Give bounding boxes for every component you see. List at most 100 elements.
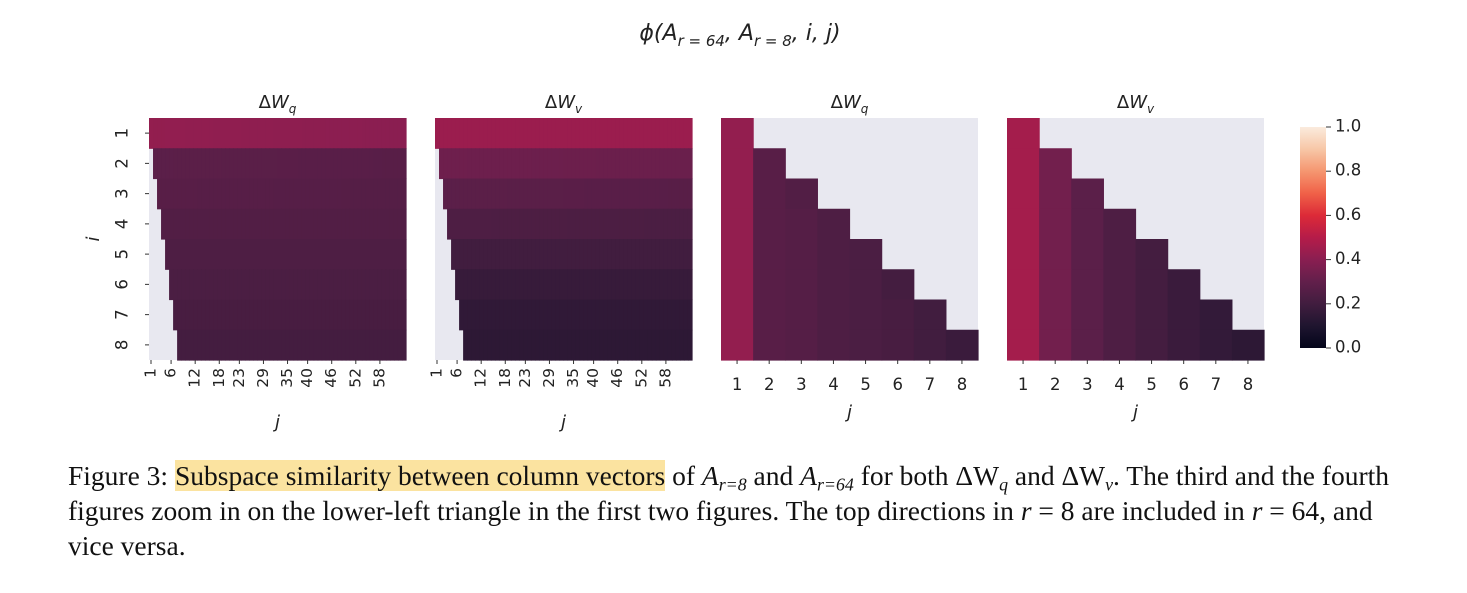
figure-caption: Figure 3: Subspace similarity between co… bbox=[68, 460, 1390, 561]
heatmap-cell bbox=[881, 269, 915, 301]
heatmap-cell bbox=[273, 148, 279, 180]
x-tick-label: 6 bbox=[162, 368, 180, 378]
heatmap-cell bbox=[447, 148, 452, 180]
heatmap-cell bbox=[333, 118, 339, 149]
heatmap-cell bbox=[305, 269, 311, 301]
x-tick-label: 4 bbox=[1114, 375, 1125, 394]
heatmap-cell bbox=[365, 118, 371, 149]
heatmap-cell bbox=[1167, 329, 1201, 361]
heatmap-cell bbox=[249, 118, 255, 149]
heatmap-cell bbox=[289, 178, 295, 210]
heatmap-cell bbox=[531, 269, 536, 301]
heatmap-cell bbox=[523, 148, 528, 180]
heatmap-cell bbox=[599, 148, 605, 180]
caption-highlight: Subspace similarity between column vecto… bbox=[174, 460, 666, 491]
heatmap-cell bbox=[325, 148, 331, 180]
heatmap-cell bbox=[503, 269, 508, 301]
heatmap-cell bbox=[463, 329, 468, 361]
heatmap-cell bbox=[479, 239, 484, 270]
heatmap-cell bbox=[333, 329, 339, 361]
heatmap-cell bbox=[603, 299, 609, 331]
heatmap-cell bbox=[385, 239, 391, 270]
heatmap-cell bbox=[169, 208, 174, 240]
heatmap-cell bbox=[495, 329, 500, 361]
heatmap-cell bbox=[321, 269, 327, 301]
heatmap-cell bbox=[1231, 329, 1265, 361]
heatmap-cell bbox=[495, 269, 500, 301]
heatmap-cell bbox=[555, 299, 561, 331]
heatmap-cell bbox=[365, 178, 371, 210]
heatmap-cell bbox=[579, 269, 585, 301]
heatmap-cell bbox=[197, 239, 202, 270]
heatmap-cell bbox=[1135, 269, 1169, 301]
heatmap-cell bbox=[495, 148, 500, 180]
heatmap-cell bbox=[721, 329, 754, 361]
heatmap-cell bbox=[603, 118, 609, 149]
heatmap-cell bbox=[309, 269, 315, 301]
heatmap-cell bbox=[177, 178, 182, 210]
heatmap-cell bbox=[631, 299, 637, 331]
heatmap-cell bbox=[165, 239, 170, 270]
x-tick-label: 18 bbox=[210, 368, 228, 388]
heatmap-cell bbox=[539, 299, 545, 331]
heatmap-cell bbox=[313, 118, 319, 149]
heatmap-cell bbox=[385, 329, 391, 361]
heatmap-cell bbox=[551, 269, 557, 301]
heatmap-cell bbox=[201, 329, 206, 361]
heatmap-cell bbox=[325, 299, 331, 331]
heatmap-cell bbox=[675, 329, 681, 361]
heatmap-cell bbox=[471, 299, 476, 331]
heatmap-cell bbox=[467, 148, 472, 180]
heatmap-cell bbox=[523, 239, 528, 270]
heatmap-cell bbox=[285, 299, 291, 331]
heatmap-cell bbox=[627, 208, 633, 240]
heatmap-cell bbox=[313, 299, 319, 331]
heatmap-cell bbox=[721, 178, 754, 210]
heatmap-cell bbox=[1071, 299, 1104, 331]
heatmap-cell bbox=[281, 299, 287, 331]
heatmap-cell bbox=[397, 329, 403, 361]
heatmap-cell bbox=[269, 178, 275, 210]
heatmap-cell bbox=[675, 118, 681, 149]
heatmap-cell bbox=[193, 118, 198, 149]
heatmap-cell bbox=[555, 208, 561, 240]
heatmap-cell bbox=[381, 329, 387, 361]
heatmap-cell bbox=[479, 118, 484, 149]
heatmap-cell bbox=[173, 178, 178, 210]
heatmap-cell bbox=[463, 178, 468, 210]
heatmap-cell bbox=[511, 299, 516, 331]
heatmap-cell bbox=[241, 208, 246, 240]
heatmap-cell bbox=[289, 269, 295, 301]
heatmap-cell bbox=[229, 329, 234, 361]
heatmap-cell bbox=[393, 178, 399, 210]
heatmap-cell bbox=[623, 269, 629, 301]
x-tick-label: 58 bbox=[370, 368, 388, 388]
heatmap-cell bbox=[373, 299, 379, 331]
heatmap-cell bbox=[555, 239, 561, 270]
heatmap-cell bbox=[337, 269, 343, 301]
heatmap-cell bbox=[547, 299, 553, 331]
heatmap-cell bbox=[623, 208, 629, 240]
heatmap-cell bbox=[337, 208, 343, 240]
heatmap-cell bbox=[647, 208, 653, 240]
x-tick-label: 58 bbox=[656, 368, 674, 388]
y-tick-label: 5 bbox=[113, 249, 132, 260]
heatmap-cell bbox=[575, 208, 581, 240]
colorbar-tick-label: 0.4 bbox=[1335, 249, 1361, 268]
heatmap-cell bbox=[639, 148, 645, 180]
heatmap-cell bbox=[361, 148, 367, 180]
heatmap-cell bbox=[1103, 269, 1137, 301]
heatmap-cell bbox=[377, 329, 383, 361]
heatmap-cell bbox=[667, 269, 673, 301]
heatmap-cell bbox=[313, 178, 319, 210]
heatmap-cell bbox=[659, 329, 665, 361]
heatmap-cell bbox=[683, 329, 689, 361]
heatmap-cell bbox=[647, 148, 653, 180]
y-tick-label: 4 bbox=[113, 219, 132, 230]
heatmap-cell bbox=[253, 239, 259, 270]
heatmap-cell bbox=[567, 299, 573, 331]
heatmap-cell bbox=[687, 118, 693, 149]
heatmap-cell bbox=[317, 299, 323, 331]
x-tick-label: 6 bbox=[448, 368, 466, 378]
heatmap-cell bbox=[635, 239, 641, 270]
